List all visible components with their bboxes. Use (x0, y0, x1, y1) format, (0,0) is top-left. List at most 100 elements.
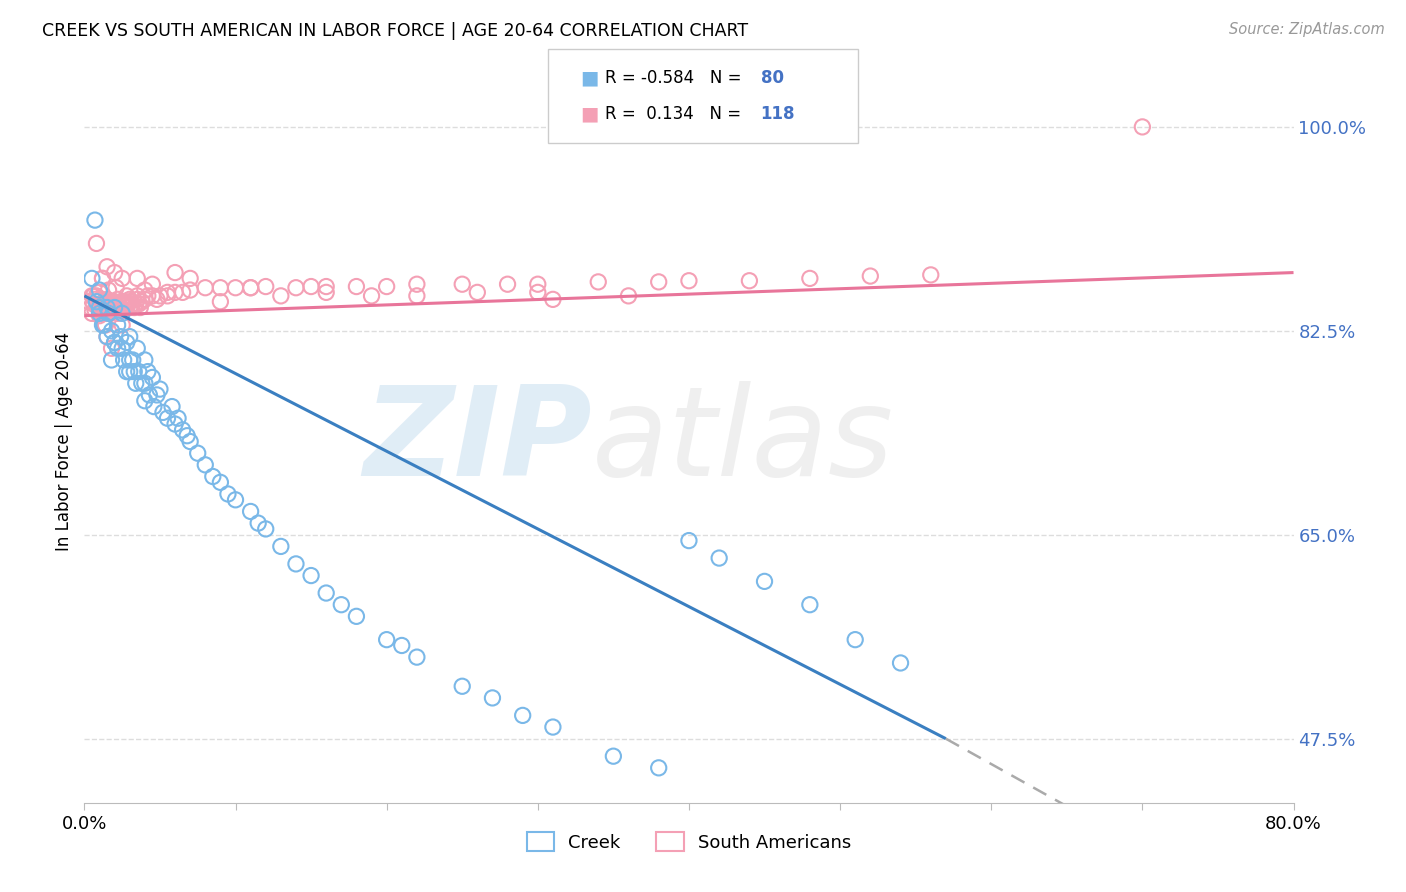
Point (799, 598, 821, 612)
Point (93, 304, 115, 318)
Point (920, 268, 942, 282)
Point (121, 353, 143, 368)
Point (527, 277, 550, 292)
Point (270, 289, 292, 303)
Point (167, 411, 190, 425)
Point (86, 289, 108, 303)
Point (617, 289, 640, 303)
Point (122, 365, 145, 379)
Point (375, 632, 398, 647)
Point (107, 306, 129, 320)
Point (588, 275, 610, 289)
Point (98, 298, 121, 312)
Point (94, 297, 117, 311)
Point (114, 294, 136, 309)
Point (89, 283, 111, 297)
Point (91, 271, 114, 285)
Point (134, 353, 156, 368)
Point (87, 294, 110, 309)
Point (225, 281, 247, 295)
Point (121, 297, 143, 311)
Point (107, 341, 129, 355)
Text: Source: ZipAtlas.com: Source: ZipAtlas.com (1229, 22, 1385, 37)
Point (112, 298, 135, 312)
Point (799, 271, 821, 285)
Point (225, 492, 247, 507)
Point (239, 281, 262, 295)
Point (80, 289, 103, 303)
Point (96, 260, 118, 274)
Point (104, 266, 127, 280)
Point (98, 306, 121, 320)
Point (89, 306, 111, 320)
Text: ■: ■ (581, 68, 599, 87)
Point (104, 294, 127, 309)
Point (104, 302, 127, 317)
Point (209, 281, 232, 295)
Point (285, 281, 308, 295)
Point (91, 297, 114, 311)
Point (111, 271, 134, 285)
Text: R = -0.584   N =: R = -0.584 N = (605, 69, 747, 87)
Point (110, 301, 132, 315)
Point (86, 294, 108, 309)
Point (111, 302, 134, 317)
Point (146, 293, 169, 307)
Point (172, 423, 194, 437)
Point (118, 293, 141, 307)
Legend: Creek, South Americans: Creek, South Americans (519, 825, 859, 859)
Point (146, 388, 169, 402)
Text: ZIP: ZIP (364, 381, 592, 502)
Point (111, 294, 134, 309)
Point (134, 393, 156, 408)
Point (86, 236, 108, 251)
Point (496, 277, 519, 292)
Point (90, 293, 112, 307)
Point (678, 533, 700, 548)
Point (77, 294, 100, 309)
Point (115, 301, 138, 315)
Text: atlas: atlas (592, 381, 894, 502)
Point (97, 306, 120, 320)
Point (315, 285, 337, 300)
Point (890, 656, 912, 670)
Point (118, 329, 141, 343)
Point (346, 279, 368, 293)
Point (118, 365, 141, 379)
Point (125, 376, 148, 391)
Point (104, 335, 127, 350)
Point (149, 382, 172, 396)
Point (134, 283, 156, 297)
Point (541, 720, 564, 734)
Point (100, 294, 122, 309)
Text: ■: ■ (581, 104, 599, 124)
Point (127, 271, 149, 285)
Point (94, 318, 117, 332)
Point (101, 298, 124, 312)
Point (97, 302, 120, 317)
Point (138, 388, 160, 402)
Point (94, 306, 117, 320)
Point (96, 329, 118, 343)
Point (270, 540, 292, 554)
Y-axis label: In Labor Force | Age 20-64: In Labor Force | Age 20-64 (55, 332, 73, 551)
Point (79, 301, 101, 315)
Point (111, 306, 134, 320)
Point (299, 279, 322, 293)
Point (1130, 120, 1153, 134)
Point (648, 761, 671, 775)
Text: 118: 118 (761, 105, 796, 123)
Point (172, 285, 194, 300)
Point (134, 293, 156, 307)
Point (406, 289, 429, 303)
Point (156, 285, 179, 300)
Point (118, 301, 141, 315)
Point (115, 335, 138, 350)
Point (209, 475, 232, 490)
Point (93, 294, 115, 309)
Point (160, 400, 183, 414)
Point (89, 285, 111, 300)
Point (541, 293, 564, 307)
Point (96, 329, 118, 343)
Point (754, 574, 776, 589)
